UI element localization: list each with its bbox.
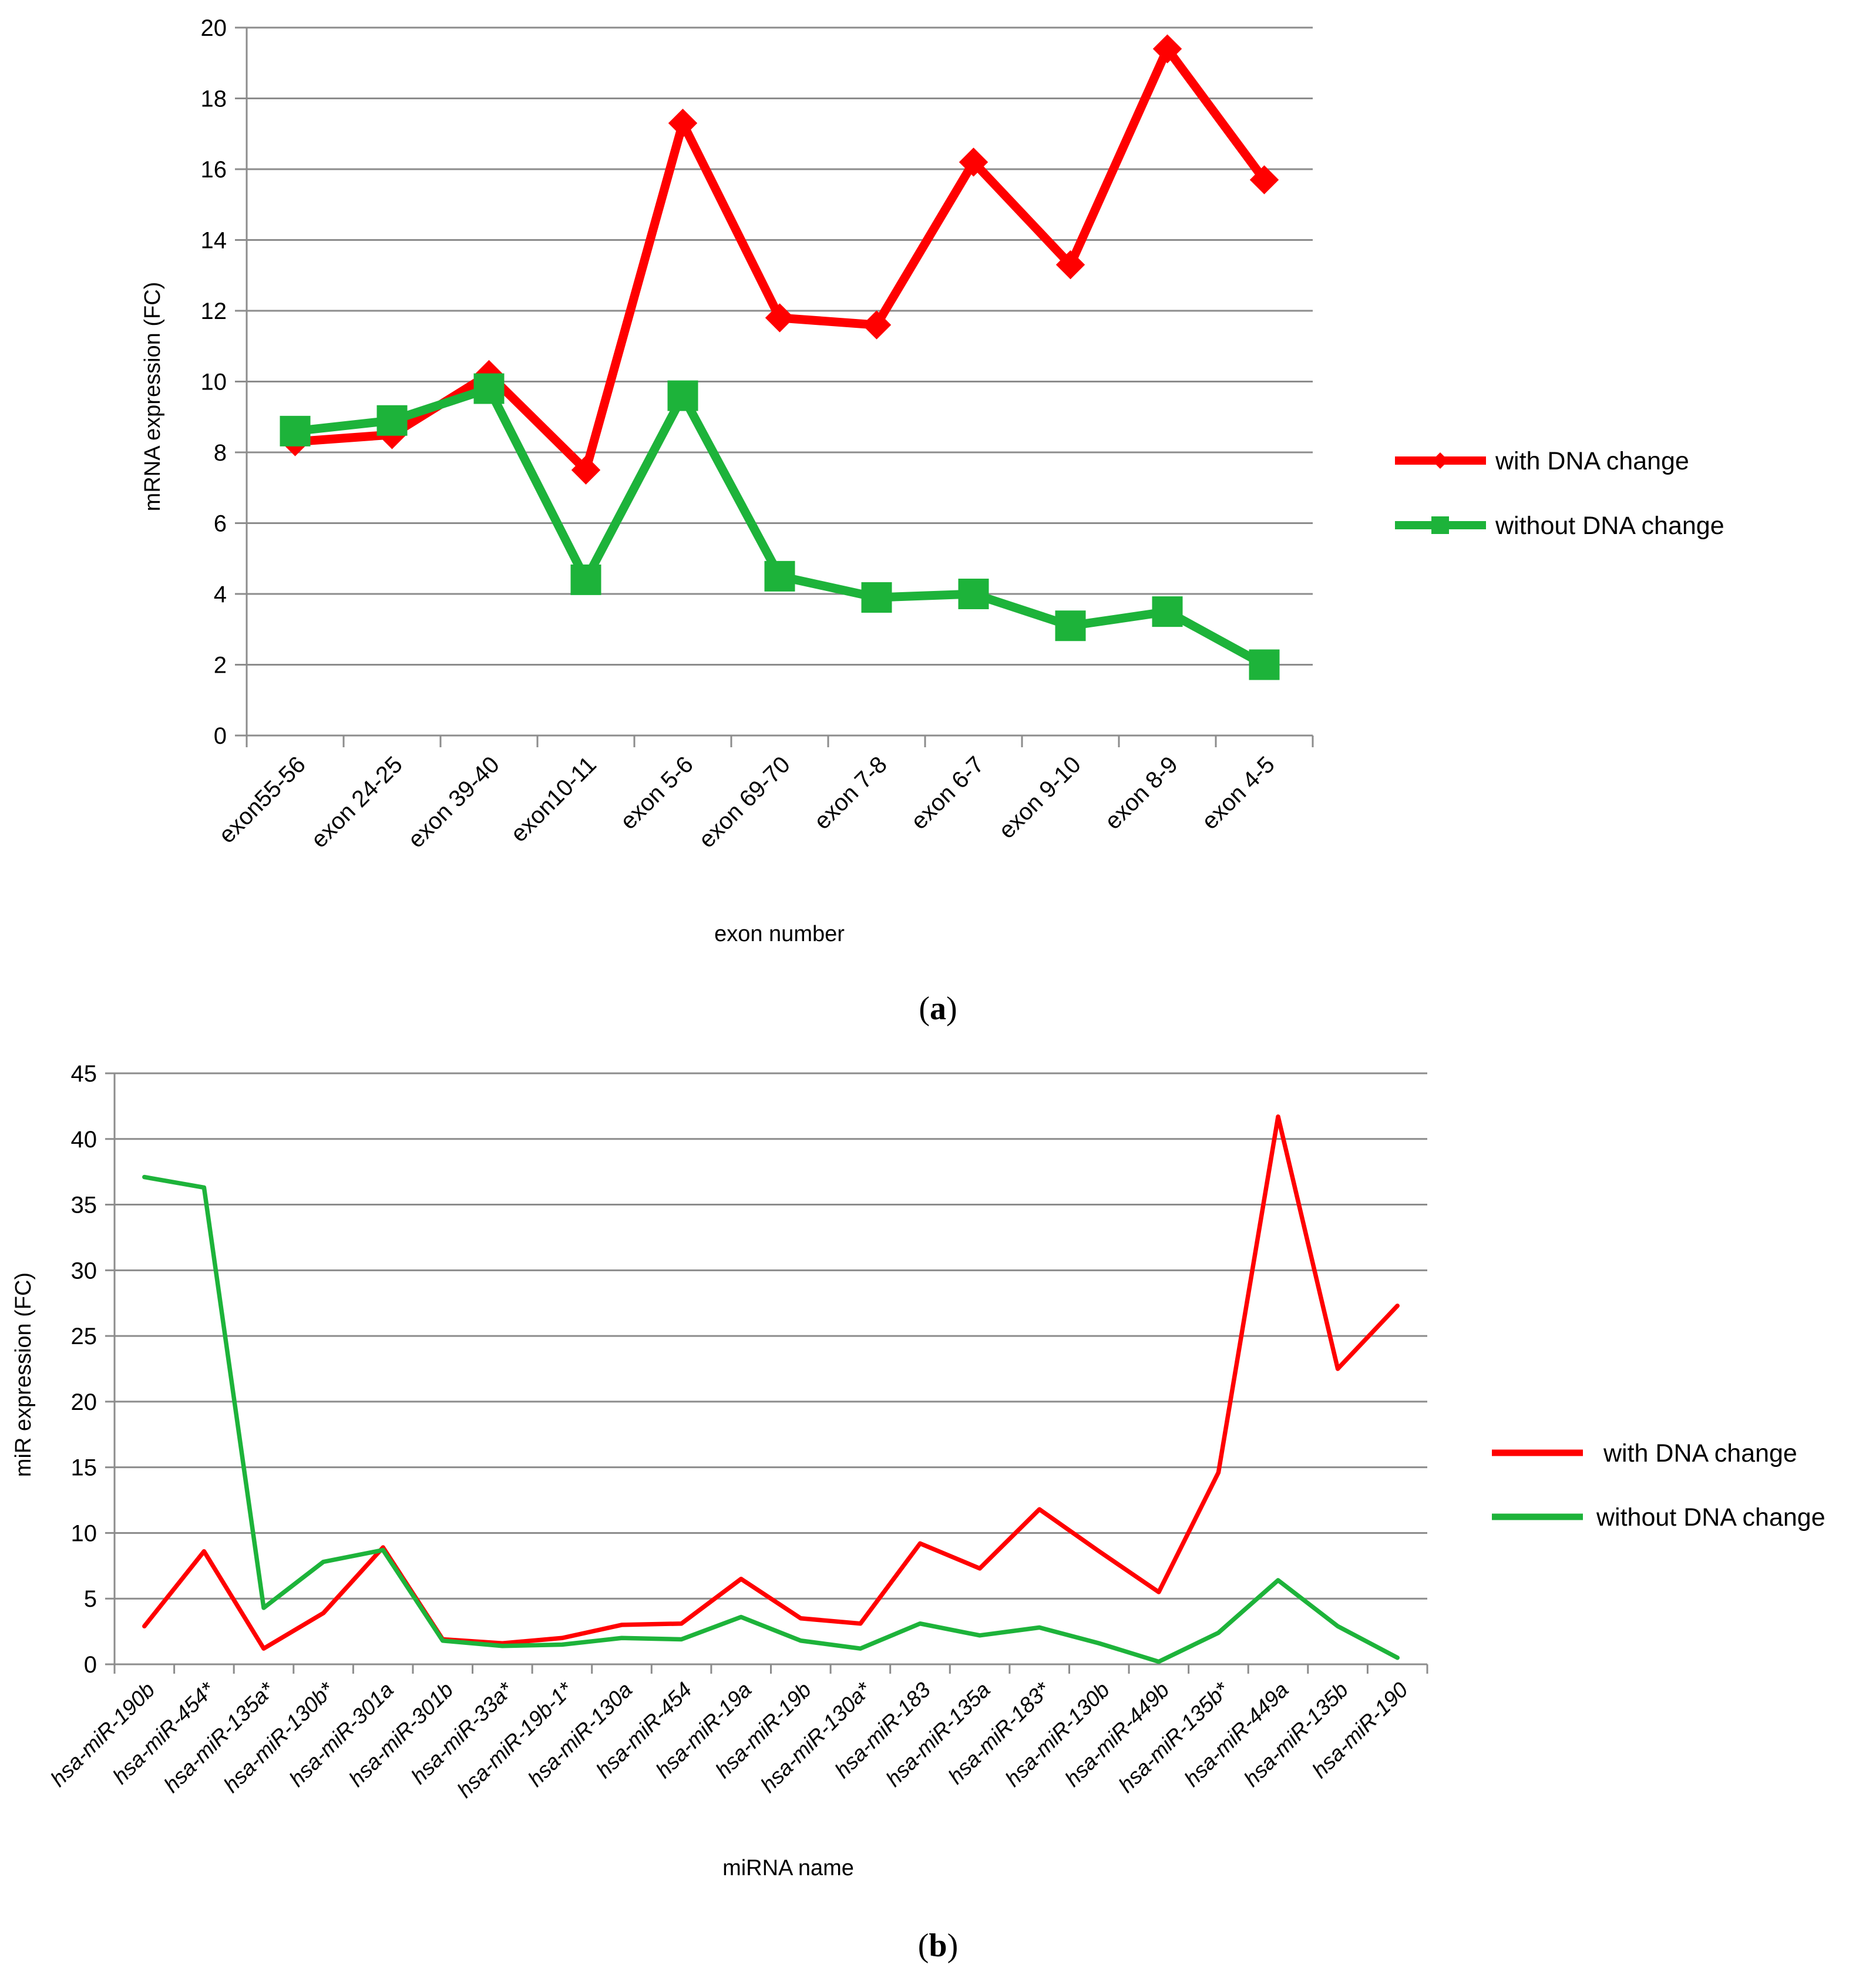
chart-b-x-tick-label-hsa-mir-130a: hsa-miR-130a [523, 1678, 637, 1791]
chart-a-x-tick-label-exon55-56: exon55-56 [214, 751, 311, 848]
chart-a-y-tick-label-6: 6 [214, 511, 227, 537]
legend-a-with-dna-change-marker [1432, 452, 1448, 469]
chart-a-point-with-dna-change-exon-9-10 [1055, 250, 1085, 280]
chart-a-y-tick-label-16: 16 [201, 157, 227, 183]
chart-a-y-tick-label-4: 4 [214, 582, 227, 607]
chart-a-point-without-dna-change-exon-5-6 [667, 380, 698, 411]
chart-b-x-axis-label: miRNA name [722, 1856, 854, 1880]
chart-a-x-tick-label-exon-24-25: exon 24-25 [306, 751, 408, 853]
chart-b-x-tick-label-hsa-mir-190b: hsa-miR-190b [46, 1678, 159, 1791]
legend-b-with-dna-change-label: with DNA change [1603, 1439, 1797, 1467]
legend-a-without-dna-change-marker [1431, 516, 1449, 534]
chart-b-y-tick-label-5: 5 [84, 1586, 97, 1612]
chart-a-point-with-dna-change-exon-69-70 [765, 303, 795, 333]
chart-a-y-tick-label-10: 10 [201, 370, 227, 395]
chart-b-x-tick-label-hsa-mir-135b: hsa-miR-135b [1239, 1678, 1353, 1791]
chart-a-point-without-dna-change-exon10-11 [570, 564, 601, 595]
chart-b-y-tick-label-30: 30 [71, 1258, 98, 1284]
chart-b-x-tick-label-hsa-mir-301b: hsa-miR-301b [344, 1678, 458, 1791]
chart-a-point-without-dna-change-exon-9-10 [1055, 610, 1086, 642]
chart-b-y-tick-label-40: 40 [71, 1127, 98, 1153]
chart-a-point-with-dna-change-exon-6-7 [959, 147, 989, 177]
chart-b-x-tick-label-hsa-mir-454: hsa-miR-454* [108, 1677, 220, 1789]
chart-b-series [142, 1114, 1400, 1664]
chart-b-x-tick-label-hsa-mir-130b: hsa-miR-130b [1001, 1678, 1114, 1791]
chart-a-point-without-dna-change-exon-8-9 [1152, 596, 1183, 627]
chart-b-y-tick-label-20: 20 [71, 1389, 98, 1415]
chart-a-y-tick-label-14: 14 [201, 228, 227, 254]
chart-a-y-tick-label-20: 20 [201, 15, 227, 41]
chart-a-point-with-dna-change-exon-4-5 [1249, 165, 1279, 194]
chart-a-y-tick-label-0: 0 [214, 723, 227, 749]
chart-a-point-with-dna-change-exon10-11 [571, 455, 601, 485]
chart-b-x-tick-label-hsa-mir-449a: hsa-miR-449a [1179, 1678, 1293, 1791]
legend-b-without-dna-change-label: without DNA change [1596, 1503, 1825, 1532]
chart-a-point-without-dna-change-exon-69-70 [764, 560, 795, 592]
chart-a-x-tick-label-exon-9-10: exon 9-10 [994, 751, 1086, 844]
chart-a-point-without-dna-change-exon-39-40 [473, 373, 505, 404]
chart-a-point-with-dna-change-exon-5-6 [668, 108, 698, 138]
chart-a-x-tick-label-exon-7-8: exon 7-8 [809, 751, 892, 834]
chart-b-gridlines [115, 1072, 1427, 1600]
chart-a-y-tick-label-2: 2 [214, 653, 227, 679]
chart-b-x-tick-label-hsa-mir-183: hsa-miR-183* [943, 1677, 1055, 1789]
chart-b-y-tick-label-45: 45 [71, 1061, 98, 1087]
chart-a-y-axis-label: mRNA expression (FC) [140, 282, 165, 512]
chart-b-y-axis-label: miR expression (FC) [11, 1272, 36, 1477]
chart-a-point-without-dna-change-exon-4-5 [1249, 649, 1280, 680]
chart-b-series-line-without-dna-change [142, 1174, 1400, 1664]
panel-label-a: (a) [919, 990, 957, 1027]
chart-a-point-without-dna-change-exon-6-7 [958, 579, 989, 609]
legend-a-with-dna-change-label: with DNA change [1495, 447, 1689, 475]
chart-a-point-without-dna-change-exon-24-25 [376, 405, 408, 436]
chart-a-y-tick-label-8: 8 [214, 440, 227, 466]
panel-label-a-letter: a [930, 990, 946, 1027]
panel-label-b: (b) [918, 1927, 958, 1964]
chart-b-legend: with DNA change without DNA change [1492, 1439, 1825, 1532]
chart-a-y-tick-labels: 0 2 4 6 8 10 12 14 16 18 20 [201, 15, 227, 749]
chart-b-x-tick-label-hsa-mir-33a: hsa-miR-33a* [406, 1677, 518, 1789]
chart-b-series-line-with-dna-change [142, 1114, 1400, 1651]
legend-a-without-dna-change-label: without DNA change [1495, 512, 1724, 540]
chart-a-x-tick-label-exon-8-9: exon 8-9 [1100, 751, 1183, 834]
chart-a-point-with-dna-change-exon-8-9 [1152, 34, 1182, 63]
chart-b-y-tick-labels: 0 5 10 15 20 25 30 35 40 45 [71, 1061, 98, 1678]
chart-b-axes [105, 1072, 1428, 1674]
chart-b-y-tick-label-35: 35 [71, 1193, 98, 1218]
chart-a-x-tick-label-exon-6-7: exon 6-7 [906, 751, 989, 834]
chart-b-x-tick-label-hsa-mir-135a: hsa-miR-135a [881, 1678, 994, 1791]
chart-a-x-tick-label-exon10-11: exon10-11 [506, 751, 601, 847]
chart-a-point-with-dna-change-exon-7-8 [862, 310, 892, 340]
chart-b-y-tick-label-0: 0 [84, 1652, 97, 1678]
chart-a-x-tick-label-exon-4-5: exon 4-5 [1197, 751, 1280, 834]
chart-b-y-tick-label-25: 25 [71, 1324, 98, 1349]
chart-b-x-tick-label-hsa-mir-301a: hsa-miR-301a [285, 1678, 398, 1791]
chart-a-x-tick-label-exon-69-70: exon 69-70 [694, 751, 795, 853]
chart-a-x-tick-label-exon-5-6: exon 5-6 [616, 751, 698, 834]
chart-a-point-without-dna-change-exon-7-8 [861, 582, 892, 613]
chart-a-point-without-dna-change-exon55-56 [280, 415, 311, 446]
chart-a-x-axis-label: exon number [714, 922, 845, 946]
chart-b-x-tick-label-hsa-mir-449b: hsa-miR-449b [1060, 1678, 1174, 1791]
chart-a-y-tick-label-18: 18 [201, 86, 227, 112]
chart-b-x-tick-labels: hsa-miR-190bhsa-miR-454*hsa-miR-135a*hsa… [46, 1677, 1413, 1802]
chart-a-x-tick-label-exon-39-40: exon 39-40 [403, 751, 505, 853]
chart-b-y-tick-label-10: 10 [71, 1520, 98, 1546]
chart-a-y-tick-label-12: 12 [201, 298, 227, 324]
chart-a-legend: with DNA change without DNA change [1395, 447, 1724, 540]
chart-b-y-tick-label-15: 15 [71, 1455, 98, 1481]
chart-a-axes [235, 26, 1314, 747]
chart-a-series [280, 34, 1280, 680]
chart-a-series-line-without-dna-change [291, 384, 1269, 669]
panel-label-b-letter: b [929, 1927, 947, 1964]
